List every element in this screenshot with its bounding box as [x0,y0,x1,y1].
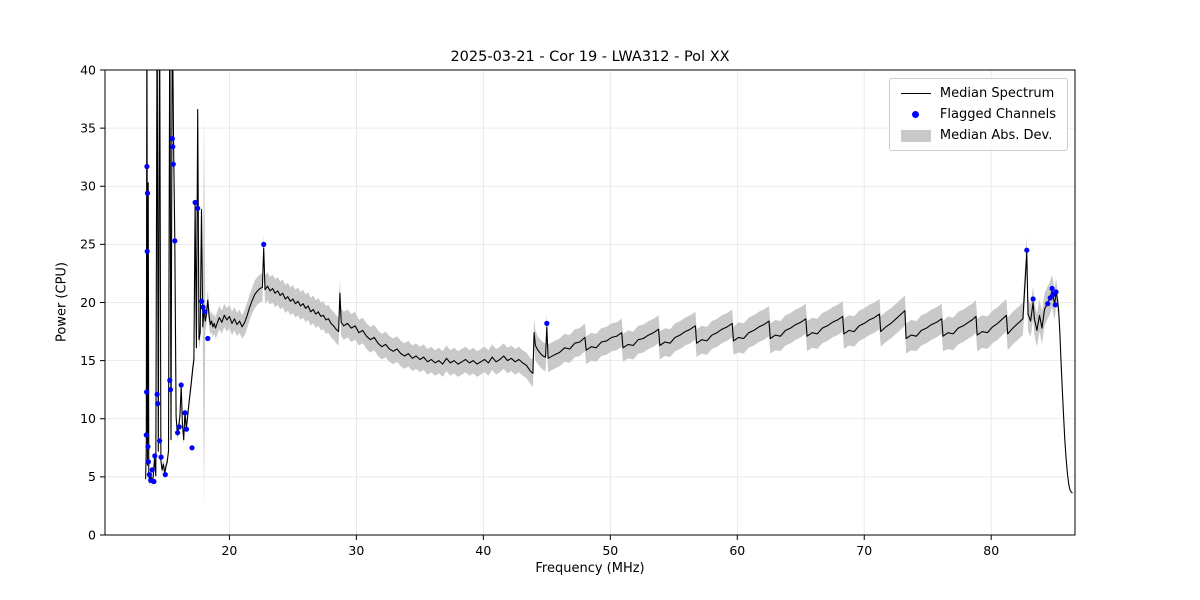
mad-band [145,70,1059,506]
legend: Median Spectrum Flagged Channels Median … [888,78,1068,151]
mad-band-swatch-icon [900,129,931,142]
y-tick-label: 40 [80,62,96,77]
x-tick-label: 30 [348,543,364,558]
line-sample [900,93,931,94]
median-spectrum-line [145,70,1073,494]
legend-label-flagged-channels: Flagged Channels [939,107,1056,122]
legend-item-median-spectrum: Median Spectrum [900,86,1056,101]
x-tick-label: 20 [221,543,237,558]
x-tick-label: 70 [856,543,872,558]
median-line-swatch-icon [900,93,931,94]
y-tick-label: 35 [80,120,96,135]
chart-title: 2025-03-21 - Cor 19 - LWA312 - Pol XX [450,49,730,65]
legend-item-flagged-channels: Flagged Channels [901,107,1056,122]
y-tick-label: 10 [80,411,96,426]
y-tick-label: 0 [88,527,96,542]
x-tick-label: 50 [602,543,618,558]
flagged-channel-points [143,136,1059,485]
x-axis-ticks: 20 30 40 50 60 70 80 [221,535,999,558]
legend-label-median-spectrum: Median Spectrum [939,86,1055,101]
x-axis-label: Frequency (MHz) [535,561,645,576]
flagged-dot-swatch-icon [901,111,931,118]
y-tick-label: 30 [80,179,96,194]
legend-label-mad-band: Median Abs. Dev. [939,128,1053,143]
dot-sample [912,111,920,118]
x-tick-label: 80 [983,543,999,558]
y-tick-label: 25 [80,237,96,252]
y-tick-label: 5 [88,469,96,484]
y-axis-ticks: 0 5 10 15 20 25 30 35 40 [80,62,105,542]
band-sample [900,129,931,142]
y-tick-label: 15 [80,353,96,368]
x-tick-label: 60 [729,543,745,558]
legend-item-mad-band: Median Abs. Dev. [900,128,1056,143]
y-tick-label: 20 [80,295,96,310]
y-axis-label: Power (CPU) [54,261,70,343]
x-tick-label: 40 [475,543,491,558]
